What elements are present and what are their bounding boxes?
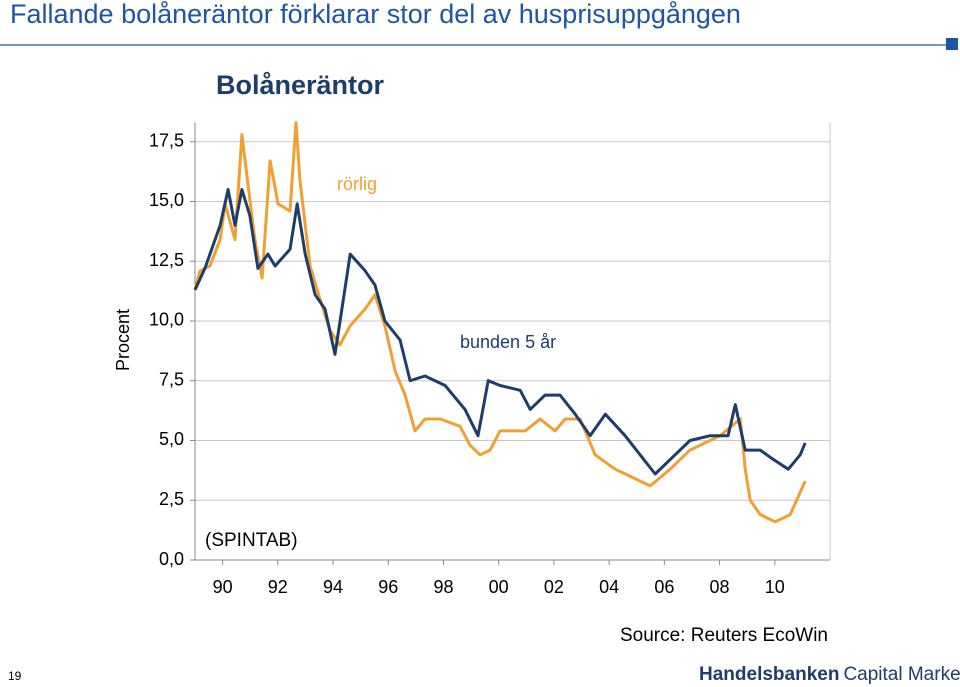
series-line <box>193 188 807 476</box>
x-tick-label: 02 <box>544 577 564 597</box>
logo-bold: Handelsbanken <box>699 664 839 685</box>
x-tick-label: 96 <box>378 577 398 597</box>
chart-title: Bolåneräntor <box>216 70 385 100</box>
x-tick-label: 08 <box>710 577 730 597</box>
source: Source: Reuters EcoWin <box>620 625 828 646</box>
y-tick-label: 7,5 <box>159 369 184 389</box>
y-tick-label: 17,5 <box>149 130 184 150</box>
y-tick-label: 5,0 <box>159 429 184 449</box>
logo-rest: Capital Markets <box>843 664 960 685</box>
x-tick-label: 98 <box>433 577 453 597</box>
title-square <box>946 38 958 50</box>
series-label: bunden 5 år <box>460 332 556 352</box>
x-tick-label: 92 <box>268 577 288 597</box>
x-tick-label: 94 <box>323 577 343 597</box>
slide-title: Fallande bolåneräntor förklarar stor del… <box>10 0 741 29</box>
annotation: (SPINTAB) <box>205 530 298 551</box>
y-axis-label: Procent <box>113 309 133 371</box>
x-tick-label: 10 <box>765 577 785 597</box>
series-line <box>193 121 807 524</box>
x-tick-label: 06 <box>654 577 674 597</box>
y-tick-label: 10,0 <box>149 310 184 330</box>
y-tick-label: 12,5 <box>149 250 184 270</box>
x-tick-label: 04 <box>599 577 619 597</box>
x-tick-label: 00 <box>489 577 509 597</box>
y-tick-label: 15,0 <box>149 190 184 210</box>
y-tick-label: 2,5 <box>159 489 184 509</box>
y-tick-label: 0,0 <box>159 549 184 569</box>
x-tick-label: 90 <box>213 577 233 597</box>
page-number: 19 <box>8 669 22 683</box>
series-label: rörlig <box>337 174 377 194</box>
